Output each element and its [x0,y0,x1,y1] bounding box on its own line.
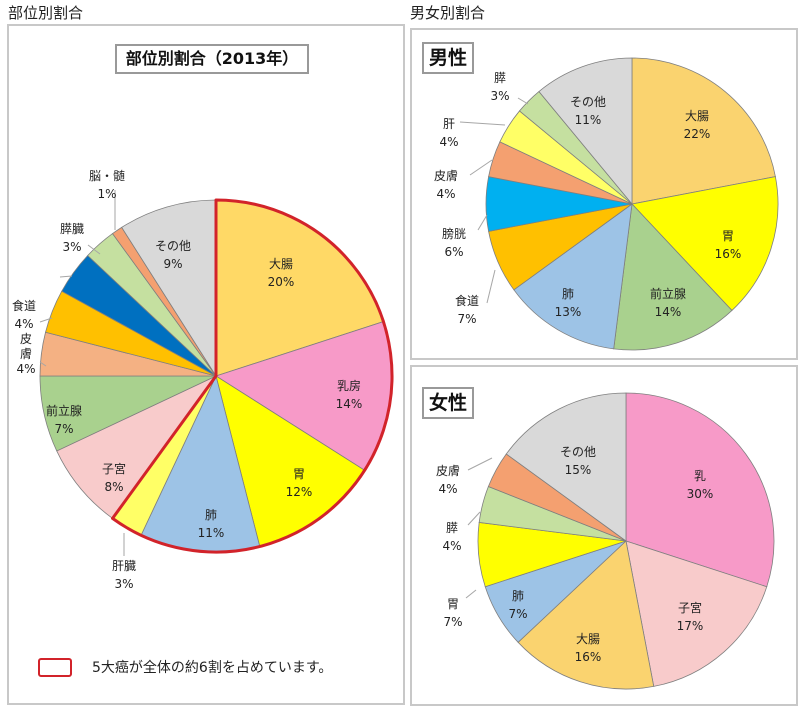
pie-slice-乳 [625,392,775,588]
pie-slice-その他 [505,392,627,542]
slice-value: 4% [14,317,33,331]
slice-value: 30% [687,487,714,501]
slice-label: 前立腺 [650,286,686,301]
pie-slice-前立腺 [613,203,733,351]
legend-text: 5大癌が全体の約6割を占めています。 [92,660,333,676]
slice-label: その他 [155,239,191,253]
slice-label: 乳 [694,469,706,483]
slice-label: 膵臓 [60,222,84,236]
slice-value: 4% [35,272,54,286]
slice-label: 胃 [722,229,734,243]
slice-label: 肺 [562,287,574,301]
slice-value: 16% [575,650,602,664]
slice-value: 3% [62,240,81,254]
slice-label: 膀胱 [33,253,57,268]
slice-value: 14% [655,305,682,319]
slice-label: 膀胱 [442,226,466,241]
slice-value: 4% [438,482,457,496]
slice-value: 20% [268,275,295,289]
leader-line [39,361,47,367]
slice-label: 肺 [512,589,524,603]
pie-slice-胃 [631,176,779,311]
leader-line [469,159,493,176]
overall-chart-title: 部位別割合（2013年） [115,44,309,74]
slice-value: 3% [114,577,133,591]
slice-value: 4% [439,135,458,149]
slice-value: 12% [286,485,313,499]
female-chart-title: 女性 [422,387,474,419]
leader-line [477,214,488,231]
slice-label: 膚 [20,346,32,361]
leader-line [465,589,477,599]
slice-value: 7% [443,615,462,629]
slice-label: 食道 [12,298,36,313]
leader-line [467,511,481,526]
slice-value: 7% [457,312,476,326]
slice-value: 3% [490,89,509,103]
left-header: 部位別割合 [8,4,84,22]
slice-label: 脳・髄 [89,168,125,183]
leader-line [59,275,73,278]
pie-slice-子宮 [625,540,768,687]
slice-value: 16% [715,247,742,261]
slice-value: 17% [677,619,704,633]
slice-value: 11% [198,526,225,540]
slice-label: 大腸 [685,109,709,123]
slice-label: 皮膚 [434,168,458,183]
leader-line [486,269,496,304]
slice-value: 9% [163,257,182,271]
highlight-outline [111,198,394,554]
slice-value: 7% [54,422,73,436]
male-chart-title: 男性 [422,42,474,74]
highlight-legend-swatch [38,657,72,677]
slice-label: 大腸 [269,257,293,271]
slice-value: 4% [436,187,455,201]
slice-label: 大腸 [576,632,600,646]
slice-label: 皮膚 [436,463,460,478]
slice-value: 4% [16,362,35,376]
leader-line [467,457,493,471]
slice-value: 15% [565,463,592,477]
pie-slice-大腸 [517,540,655,690]
pie-slice-大腸 [631,57,776,205]
slice-label: 前立腺 [46,403,82,418]
pie-slice-その他 [121,199,217,378]
slice-label: その他 [560,445,596,459]
pie-slice-子宮 [56,375,217,519]
slice-value: 14% [336,397,363,411]
slice-value: 4% [442,539,461,553]
slice-label: 胃 [447,597,459,611]
slice-value: 8% [104,480,123,494]
slice-label: 肝 [443,117,455,131]
slice-label: 肺 [205,508,217,522]
right-header: 男女別割合 [410,4,486,22]
slice-label: 食道 [455,293,479,308]
leader-line [39,317,53,323]
slice-label: 乳房 [337,378,361,393]
pie-slice-肺 [513,203,633,350]
leader-line [517,97,529,105]
slice-value: 11% [575,113,602,127]
leader-line [459,121,506,126]
slice-value: 7% [508,607,527,621]
slice-label: 子宮 [678,600,702,615]
slice-value: 22% [684,127,711,141]
slice-label: その他 [570,95,606,109]
slice-value: 6% [444,245,463,259]
slice-value: 1% [97,187,116,201]
slice-label: 皮 [20,332,32,346]
slice-label: 胃 [293,467,305,481]
slice-label: 膵 [446,521,458,535]
slice-label: 子宮 [102,461,126,476]
slice-label: 肝臓 [112,559,136,573]
slice-label: 膵 [494,71,506,85]
pie-slice-その他 [538,57,633,206]
slice-value: 13% [555,305,582,319]
leader-line [87,244,101,255]
legend: 5大癌が全体の約6割を占めています。 [38,657,332,677]
